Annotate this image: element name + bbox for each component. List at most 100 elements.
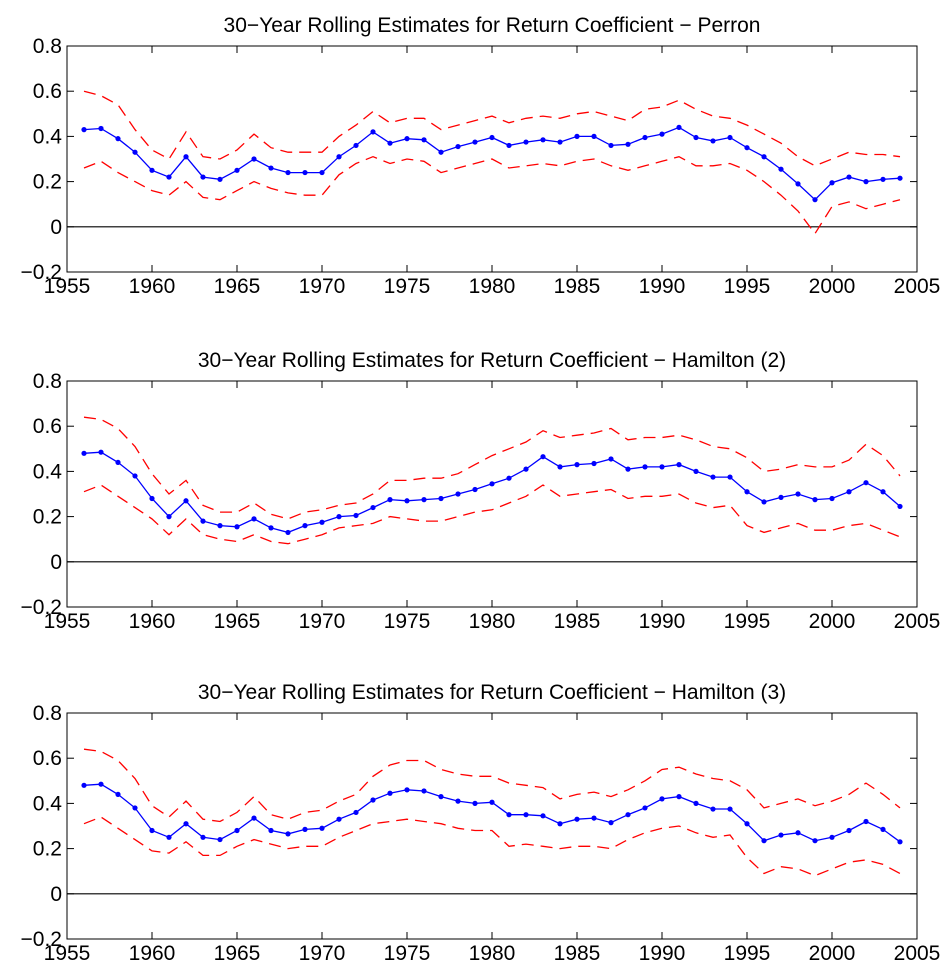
chart-1-estimate-point (574, 133, 580, 139)
chart-1-estimate-point (761, 154, 767, 160)
chart-3-estimate-point (302, 826, 308, 832)
chart-2-estimate-point (676, 462, 682, 468)
chart-3-y-tick-label: 0.2 (33, 838, 62, 861)
chart-1-estimate-point (625, 141, 631, 147)
chart-1-estimate-point (897, 175, 903, 181)
chart-1-y-tick-label: 0.6 (33, 80, 62, 103)
chart-1-estimate-point (438, 149, 444, 155)
chart-1-x-tick-label: 1960 (129, 275, 176, 298)
chart-1-x-tick-label: 1995 (724, 275, 771, 298)
chart-3-estimate-point (404, 787, 410, 793)
chart-1-estimate-point (166, 174, 172, 180)
chart-3-estimate-point (387, 790, 393, 796)
chart-3-estimate-point (455, 798, 461, 804)
chart-2-estimate-point (421, 497, 427, 503)
chart-2-y-tick-label: 0.2 (33, 506, 62, 529)
chart-1-estimate-point (795, 181, 801, 187)
chart-2-estimate-point (115, 459, 121, 465)
chart-3-x-tick-label: 1960 (129, 942, 176, 965)
chart-3-series-estimate (83, 783, 901, 843)
chart-3-estimate-point (353, 809, 359, 816)
chart-3-y-tick-label: −0.2 (21, 928, 62, 951)
chart-2-x-tick-label: 1955 (44, 610, 91, 633)
chart-3-estimate-point (166, 834, 172, 840)
chart-2-estimate-point (438, 495, 444, 502)
chart-3-estimate-point (642, 805, 648, 811)
chart-3-title: 30−Year Rolling Estimates for Return Coe… (198, 681, 786, 704)
chart-3-estimate-point (217, 836, 223, 843)
chart-1-x-tick-label: 1955 (44, 275, 91, 298)
chart-1-series-lower-band (83, 155, 901, 235)
chart-1-estimate-point (336, 154, 342, 160)
chart-2-estimate-point (319, 519, 325, 525)
chart-3-estimate-point (81, 782, 87, 788)
chart-1-estimate-point (472, 139, 478, 145)
chart-2-x-tick-label: 1990 (639, 610, 686, 633)
chart-3-estimate-point (880, 826, 886, 832)
chart-3-estimate-point (795, 830, 801, 836)
chart-3-estimate-point (149, 827, 155, 834)
chart-2-series-estimate (83, 451, 901, 534)
chart-2-x-tick-label: 1980 (469, 610, 516, 633)
chart-3-estimate-point (812, 838, 818, 844)
chart-3-estimate-point (234, 827, 240, 834)
chart-1-estimate-point (557, 139, 563, 145)
chart-2-estimate-point (149, 495, 155, 502)
chart-3-estimate-point (540, 813, 546, 819)
chart-3-estimate-point (591, 815, 597, 821)
chart-2-estimate-point (744, 489, 750, 495)
chart-3-x-tick-label: 1970 (299, 942, 346, 965)
chart-3-estimate-point (778, 832, 784, 838)
chart-2-estimate-point (540, 454, 546, 460)
chart-2-estimate-point (642, 464, 648, 470)
chart-1-estimate-point (81, 127, 87, 133)
chart-2-x-tick-label: 1970 (299, 610, 346, 633)
chart-3-estimate-point (489, 799, 495, 805)
chart-2-y-tick-label: −0.2 (21, 596, 62, 619)
chart-2-estimate-point (693, 468, 699, 474)
chart-2-estimate-point (302, 523, 308, 529)
chart-3-estimate-point (829, 834, 835, 840)
chart-2-estimate-point (81, 450, 87, 456)
chart-3-estimate-point (676, 794, 682, 800)
chart-1-estimate-point (506, 142, 512, 149)
chart-3-estimate-point (523, 812, 529, 818)
chart-1-x-tick-label: 1975 (384, 275, 431, 298)
chart-2-series-upper-band (83, 416, 901, 520)
chart-1-y-tick-label: 0.4 (33, 125, 63, 148)
chart-3-estimate-point (506, 812, 512, 818)
chart-2-estimate-point (506, 475, 512, 481)
chart-3-estimate-point (285, 831, 291, 837)
chart-2-estimate-point (625, 466, 631, 472)
chart-1-estimate-point (863, 179, 869, 185)
chart-2-estimate-point (183, 498, 189, 504)
chart-1-x-tick-label: 1965 (214, 275, 261, 298)
chart-2-estimate-point (863, 480, 869, 486)
chart-1-estimate-point (200, 174, 206, 180)
chart-1-estimate-point (846, 174, 852, 180)
chart-1-estimate-point (880, 176, 886, 182)
chart-2-estimate-point (234, 524, 240, 530)
chart-1-estimate-point (183, 154, 189, 160)
chart-3-x-tick-label: 1995 (724, 942, 771, 965)
chart-2-estimate-point (166, 514, 172, 520)
chart-2-x-tick-label: 2000 (809, 610, 856, 633)
chart-3-estimate-point (200, 834, 206, 840)
chart-2-estimate-point (778, 494, 784, 500)
chart-2-estimate-point (285, 529, 291, 536)
chart-1-estimate-point (132, 149, 138, 155)
chart-1-estimate-point (353, 142, 359, 149)
chart-2-x-tick-label: 1975 (384, 610, 431, 633)
chart-1-estimate-point (489, 134, 495, 141)
chart-3-x-tick-label: 2000 (809, 942, 856, 965)
chart-1-x-tick-label: 1980 (469, 275, 516, 298)
chart-1-estimate-point (540, 137, 546, 143)
chart-3-series-lower-band (83, 816, 901, 877)
chart-3-y-tick-label: 0 (50, 883, 62, 906)
chart-1-y-tick-label: 0.2 (33, 171, 62, 194)
chart-3-estimate-point (659, 796, 665, 802)
chart-1-estimate-point (217, 176, 223, 182)
chart-1-estimate-point (523, 139, 529, 145)
chart-3-estimate-point (370, 797, 376, 803)
chart-2-title: 30−Year Rolling Estimates for Return Coe… (198, 349, 786, 372)
